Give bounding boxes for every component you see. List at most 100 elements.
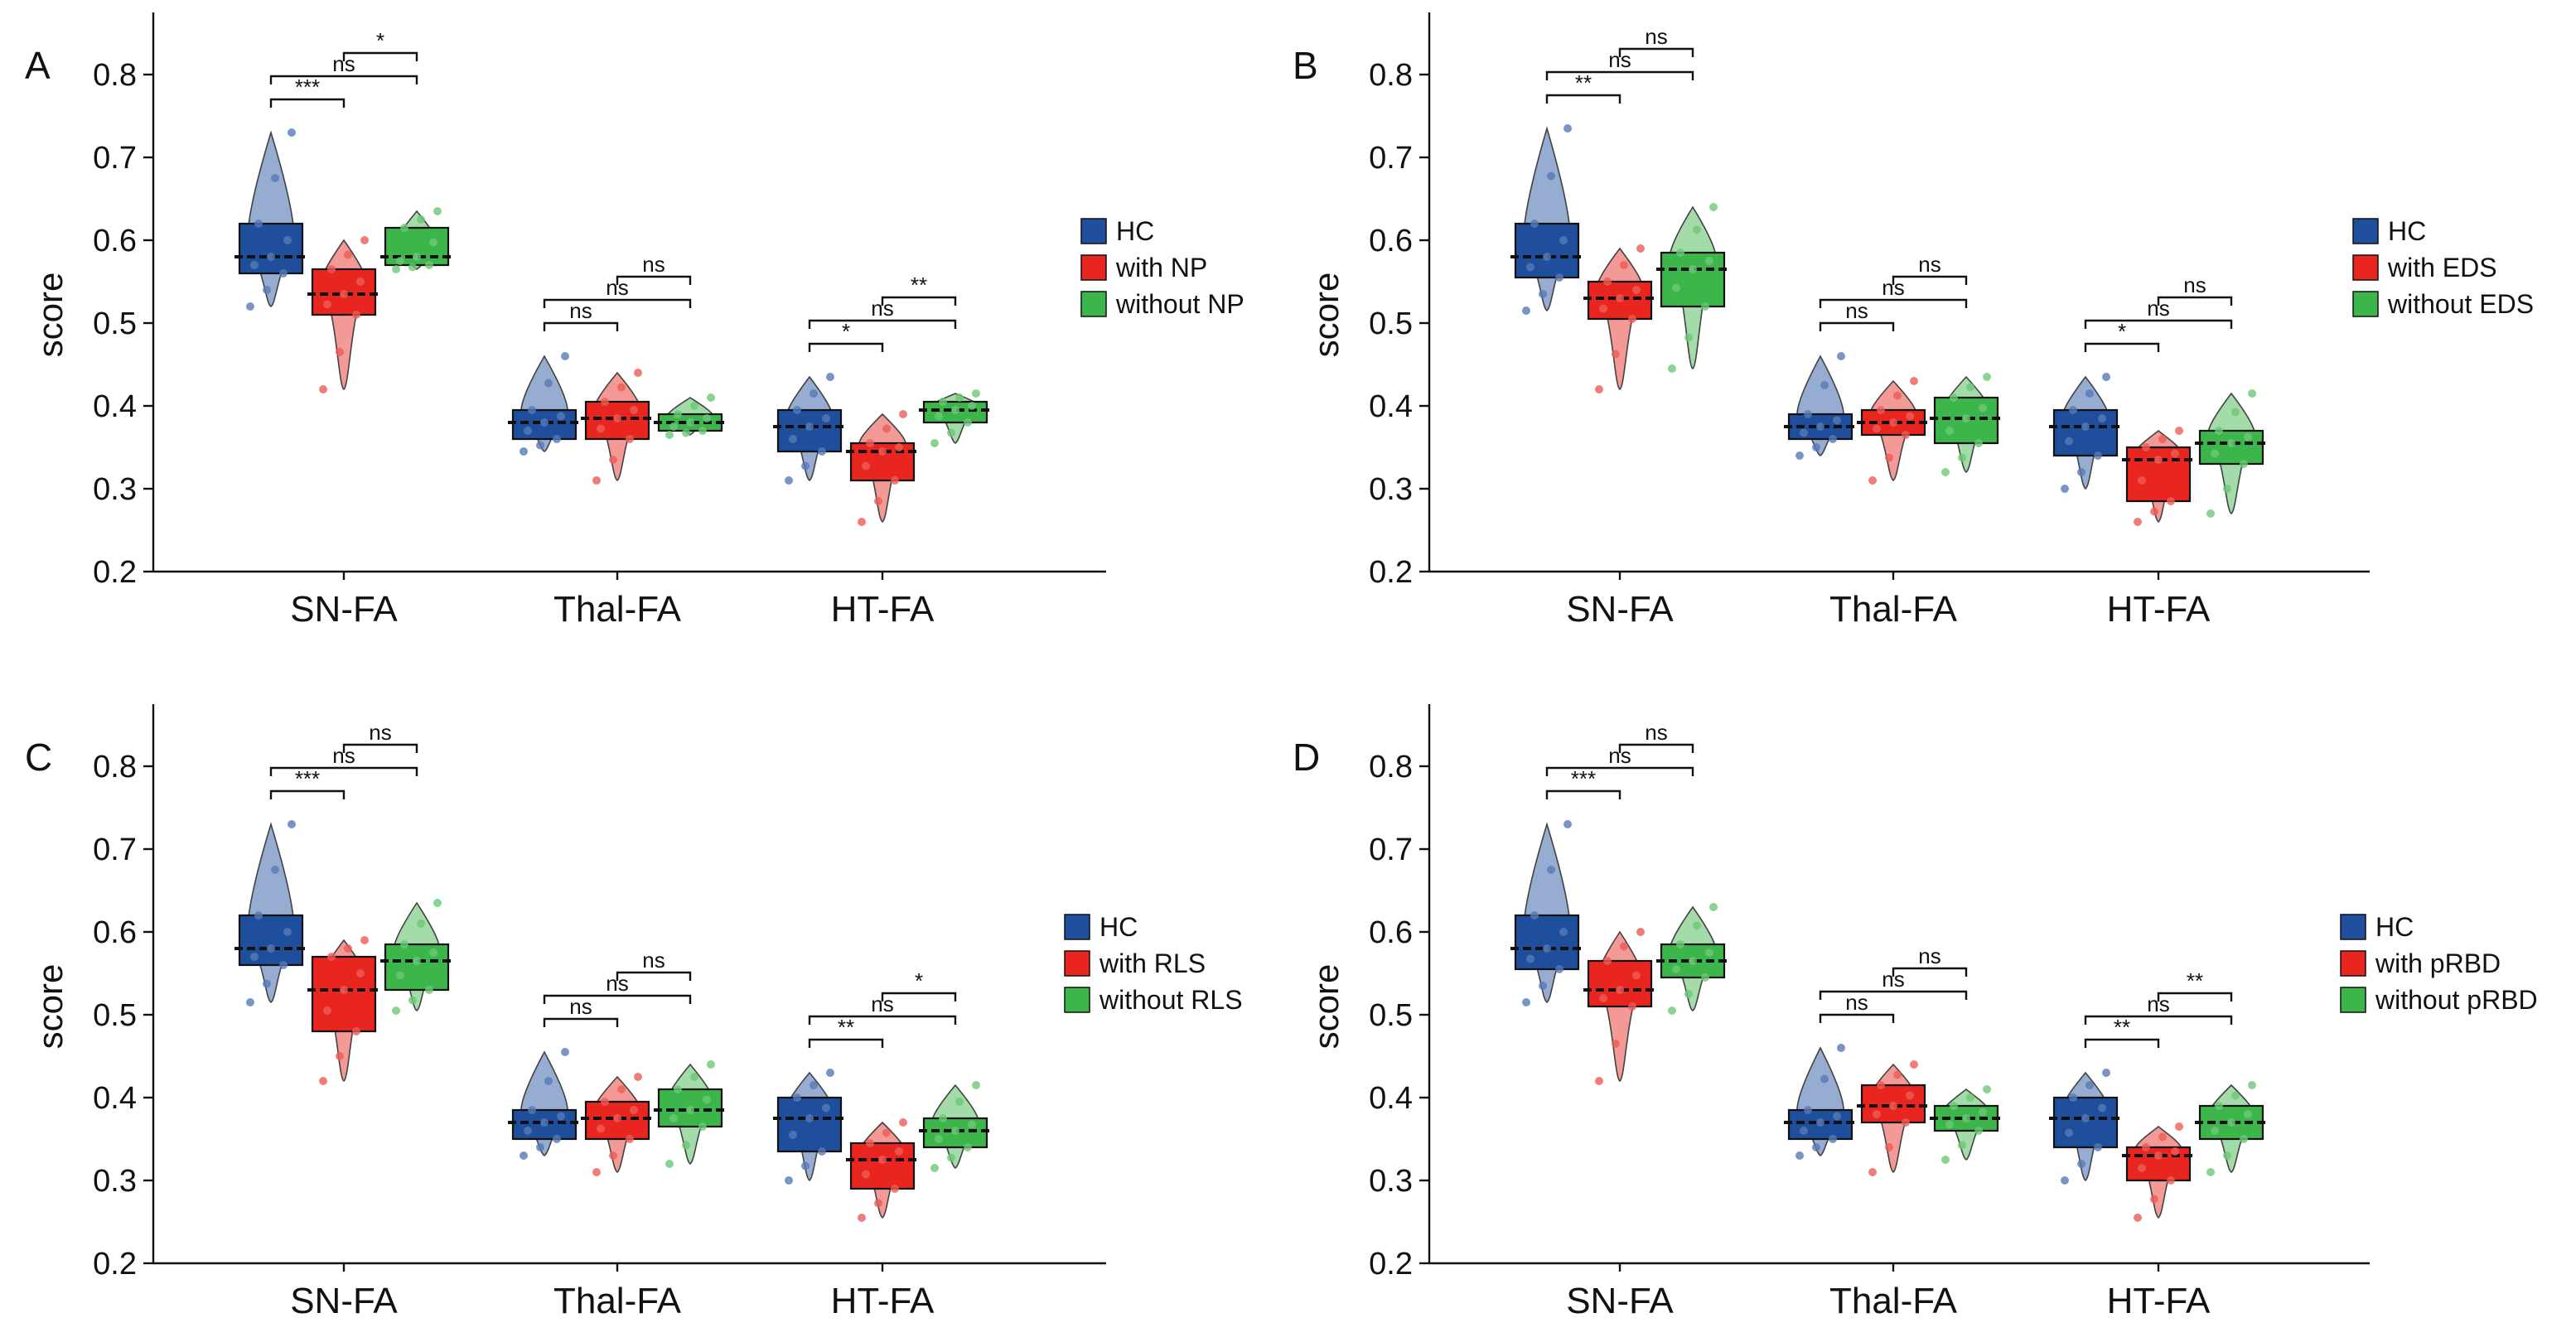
box-without-rls [919, 1081, 992, 1172]
box [2198, 429, 2264, 466]
data-point [1684, 990, 1693, 998]
data-point [557, 1112, 565, 1121]
data-point [1820, 381, 1829, 389]
data-point [271, 866, 279, 874]
data-point [947, 428, 955, 437]
data-point [866, 439, 874, 447]
data-point [279, 961, 288, 969]
data-point [344, 944, 352, 953]
data-point [1539, 982, 1547, 990]
box-hc [1510, 820, 1583, 1006]
significance-bracket: ns [1545, 47, 1694, 80]
significance-label: * [915, 968, 923, 993]
data-point [2227, 1118, 2235, 1127]
data-point [634, 1073, 642, 1081]
legend-swatch [2352, 291, 2379, 317]
data-point [2215, 427, 2223, 435]
data-point [2175, 427, 2183, 435]
data-point [1526, 263, 1534, 272]
data-point [955, 393, 964, 402]
data-point [360, 236, 369, 244]
data-point [2142, 443, 2150, 451]
significance-bracket: *** [1545, 766, 1621, 799]
data-point [882, 424, 891, 433]
bracket-line [1819, 298, 1968, 308]
data-point [1816, 1118, 1824, 1127]
data-point [2158, 1132, 2167, 1142]
legend-label: HC [2375, 912, 2414, 942]
violin [246, 130, 296, 307]
data-point [1595, 1077, 1603, 1085]
data-point [1979, 403, 1987, 413]
violin [1522, 822, 1572, 1003]
x-tick-label: SN-FA [1566, 1281, 1674, 1321]
data-point [818, 447, 826, 456]
data-point [669, 1114, 678, 1122]
data-point [1616, 294, 1624, 302]
data-point [1941, 468, 1950, 476]
bracket-line [342, 51, 418, 61]
legend-swatch [1080, 218, 1107, 244]
data-point [1705, 257, 1713, 265]
legend-label: with NP [1115, 253, 1207, 282]
bracket-line [2157, 296, 2233, 306]
data-point [1885, 1143, 1893, 1151]
data-point [2223, 1151, 2231, 1160]
bracket-line [1618, 743, 1694, 753]
legend-swatch [2352, 218, 2379, 244]
bracket-line [1545, 94, 1621, 104]
y-tick-label: 0.7 [93, 141, 137, 176]
box [2125, 446, 2192, 503]
bracket-line [269, 766, 418, 776]
x-tick-label: SN-FA [290, 1281, 398, 1321]
box [776, 1096, 843, 1153]
significance-label: ** [838, 1015, 854, 1040]
data-point [540, 418, 549, 427]
box [511, 1108, 578, 1141]
legend-label: HC [2388, 216, 2426, 246]
data-point [2081, 422, 2090, 431]
data-point [609, 456, 617, 464]
box [238, 914, 304, 967]
data-point [2094, 451, 2102, 460]
bracket-line [808, 319, 957, 329]
data-point [1672, 283, 1680, 292]
data-point [1833, 416, 1841, 425]
significance-bracket: ** [808, 1015, 884, 1048]
data-point [899, 410, 907, 418]
data-point [2150, 507, 2158, 516]
data-point [1709, 203, 1718, 211]
data-point [1612, 350, 1620, 359]
data-point [408, 263, 417, 272]
data-point [2061, 485, 2069, 493]
box-with-prbd [2122, 1122, 2195, 1222]
data-point [433, 899, 442, 907]
data-point [2167, 1176, 2175, 1185]
x-tick-label: Thal-FA [553, 1281, 682, 1321]
data-point [698, 427, 707, 435]
legend-label: without pRBD [2375, 985, 2538, 1015]
data-point [1693, 921, 1701, 930]
y-tick-label: 0.3 [1369, 1164, 1413, 1199]
data-point [1868, 1168, 1877, 1176]
legend-swatch [1064, 914, 1090, 940]
y-tick-label: 0.6 [93, 915, 137, 950]
box-hc [1784, 1044, 1857, 1160]
data-point [520, 1151, 528, 1160]
data-point [2085, 1081, 2094, 1089]
data-point [1684, 333, 1693, 342]
box-hc [508, 352, 581, 456]
data-point [1547, 171, 1555, 181]
data-point [1945, 1120, 1954, 1129]
data-point [1543, 253, 1551, 261]
violin [1522, 126, 1572, 311]
data-point [686, 418, 694, 427]
data-point [674, 1085, 682, 1093]
bracket-line [543, 994, 692, 1004]
significance-bracket: ns [1819, 298, 1895, 331]
significance-label: *** [295, 766, 320, 791]
data-point [323, 300, 331, 309]
data-point [858, 1214, 866, 1222]
data-point [1603, 957, 1612, 965]
